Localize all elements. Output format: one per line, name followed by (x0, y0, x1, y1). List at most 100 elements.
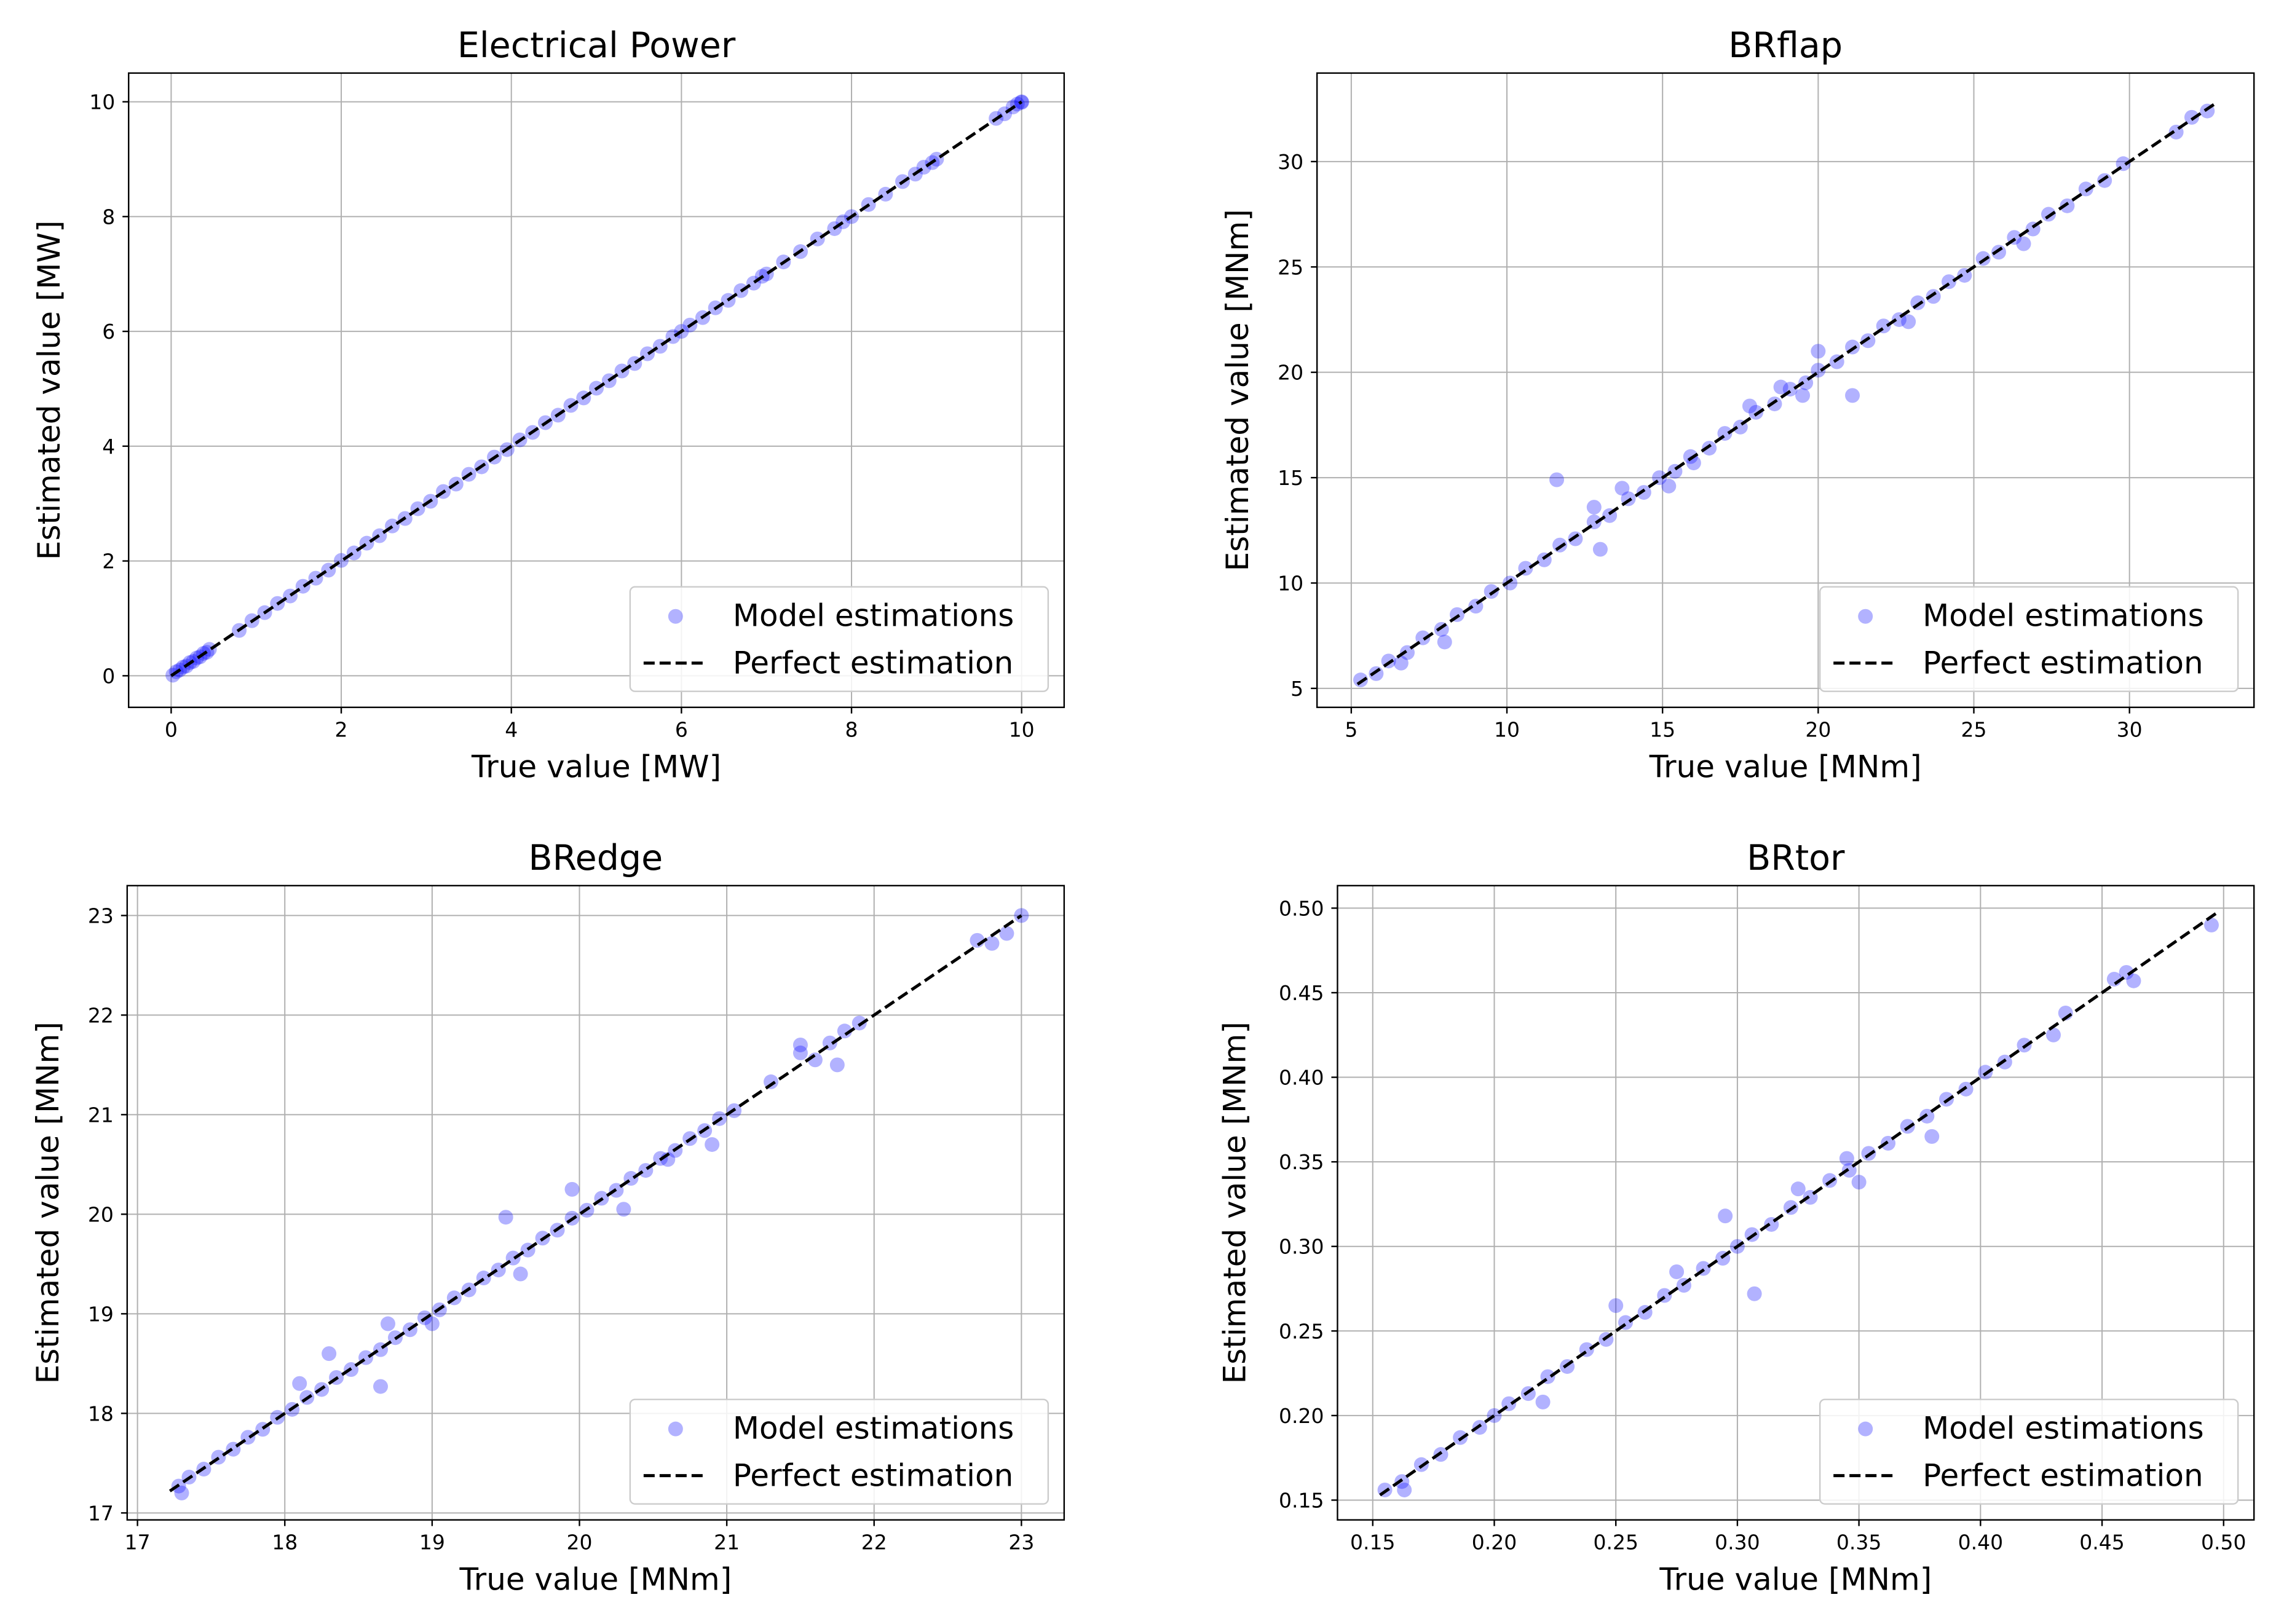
data-point (1353, 672, 1369, 688)
y-tick-label: 0.30 (1279, 1235, 1324, 1259)
x-tick-label: 20 (1805, 718, 1831, 742)
perfect-estimation-line (1356, 101, 2218, 686)
data-point (1437, 634, 1452, 650)
legend-box (629, 586, 1049, 692)
data-point (292, 1376, 307, 1391)
data-point (852, 1015, 867, 1031)
chart-title: Electrical Power (457, 25, 736, 66)
perfect-estimation-line (170, 100, 1023, 677)
data-point (1549, 472, 1565, 487)
data-point (2045, 1027, 2061, 1043)
data-point (2016, 236, 2031, 251)
data-point (1397, 1482, 1412, 1497)
x-tick-label: 23 (1008, 1531, 1034, 1555)
data-point (2203, 917, 2219, 932)
y-tick-label: 4 (102, 435, 115, 459)
y-axis-label: Estimated value [MW] (31, 221, 67, 561)
data-point (564, 1181, 580, 1197)
legend: Model estimations Perfect estimation (1819, 586, 2239, 692)
data-point (1749, 404, 1764, 420)
legend-label-points: Model estimations (733, 598, 1014, 634)
data-point (174, 1485, 189, 1500)
y-tick-label: 22 (88, 1003, 114, 1027)
x-tick-label: 8 (845, 718, 858, 742)
y-tick-label: 8 (102, 205, 115, 229)
legend-box (1819, 1398, 2239, 1505)
data-point (513, 1266, 528, 1282)
data-point (1839, 1151, 1854, 1166)
data-point (984, 936, 1000, 951)
y-tick-label: 20 (88, 1202, 114, 1226)
y-tick-label: 25 (1278, 255, 1303, 279)
data-point (2119, 964, 2134, 980)
x-tick-label: 25 (1961, 718, 1986, 742)
x-tick-label: 0.35 (1836, 1531, 1881, 1555)
y-tick-label: 0.45 (1279, 981, 1324, 1005)
y-axis-label: Estimated value [MNm] (30, 1022, 66, 1384)
y-tick-label: 0.50 (1279, 896, 1324, 920)
data-point (1608, 1298, 1624, 1314)
y-tick-label: 21 (88, 1103, 114, 1127)
x-tick-label: 0.30 (1715, 1531, 1760, 1555)
x-tick-label: 20 (566, 1531, 592, 1555)
data-point (1614, 481, 1630, 496)
data-point (1636, 485, 1651, 500)
y-tick-label: 0.20 (1279, 1404, 1324, 1428)
x-axis-label: True value [MW] (471, 749, 721, 785)
legend-box (1819, 586, 2239, 692)
x-tick-label: 0.20 (1472, 1531, 1517, 1555)
data-point (322, 1346, 337, 1362)
legend-label-line: Perfect estimation (1923, 645, 2203, 681)
data-point (373, 1379, 389, 1394)
data-point (1484, 584, 1499, 599)
x-tick-label: 18 (272, 1531, 298, 1555)
data-point (2060, 198, 2075, 213)
data-point (1795, 388, 1811, 403)
axes-frame (126, 885, 1065, 1521)
x-tick-label: 0.25 (1593, 1531, 1638, 1555)
data-point (498, 1210, 513, 1225)
legend-label-line: Perfect estimation (1923, 1458, 2203, 1494)
data-point (705, 1137, 720, 1152)
data-point (2184, 109, 2199, 125)
data-point (1860, 333, 1876, 349)
data-point (1702, 441, 1717, 456)
x-tick-label: 4 (505, 718, 518, 742)
data-point (1790, 1181, 1806, 1197)
data-point (2126, 973, 2141, 988)
y-tick-label: 0.25 (1279, 1319, 1324, 1343)
perfect-estimation-line (1379, 912, 2218, 1497)
legend-point-marker (668, 1421, 683, 1437)
data-point (2078, 181, 2093, 197)
y-axis-label: Estimated value [MNm] (1220, 209, 1255, 571)
subplot-2: 5 10 15 20 25 30 5 10 15 20 25 30 BRflap True value [… (1220, 25, 2255, 785)
y-tick-label: 0.15 (1279, 1488, 1324, 1512)
y-tick-label: 5 (1290, 677, 1303, 701)
y-tick-label: 19 (88, 1302, 114, 1326)
x-tick-label: 30 (2117, 718, 2143, 742)
subplot-1: 0 2 4 6 8 10 0 2 4 6 8 10 Electrical Power True value… (31, 25, 1065, 785)
x-tick-label: 21 (714, 1531, 740, 1555)
x-tick-label: 5 (1345, 718, 1357, 742)
data-point (1592, 542, 1608, 557)
chart-title: BRflap (1728, 25, 1843, 66)
data-point (999, 926, 1014, 941)
x-tick-label: 0 (165, 718, 178, 742)
y-tick-label: 18 (88, 1401, 114, 1425)
data-point (1991, 245, 2007, 260)
legend: Model estimations Perfect estimation (1819, 1398, 2239, 1505)
y-tick-label: 17 (88, 1501, 114, 1525)
x-axis-label: True value [MNm] (1659, 1562, 1932, 1598)
x-axis-label: True value [MNm] (459, 1562, 732, 1598)
data-point (2041, 207, 2057, 222)
x-tick-label: 6 (675, 718, 688, 742)
data-point (1851, 1175, 1867, 1190)
y-tick-label: 0.35 (1279, 1150, 1324, 1174)
legend: Model estimations Perfect estimation (629, 1398, 1049, 1505)
chart-title: BRedge (529, 838, 663, 878)
data-point (424, 1316, 440, 1331)
legend-point-marker (668, 609, 683, 624)
x-tick-label: 17 (125, 1531, 151, 1555)
y-tick-label: 2 (102, 550, 115, 574)
